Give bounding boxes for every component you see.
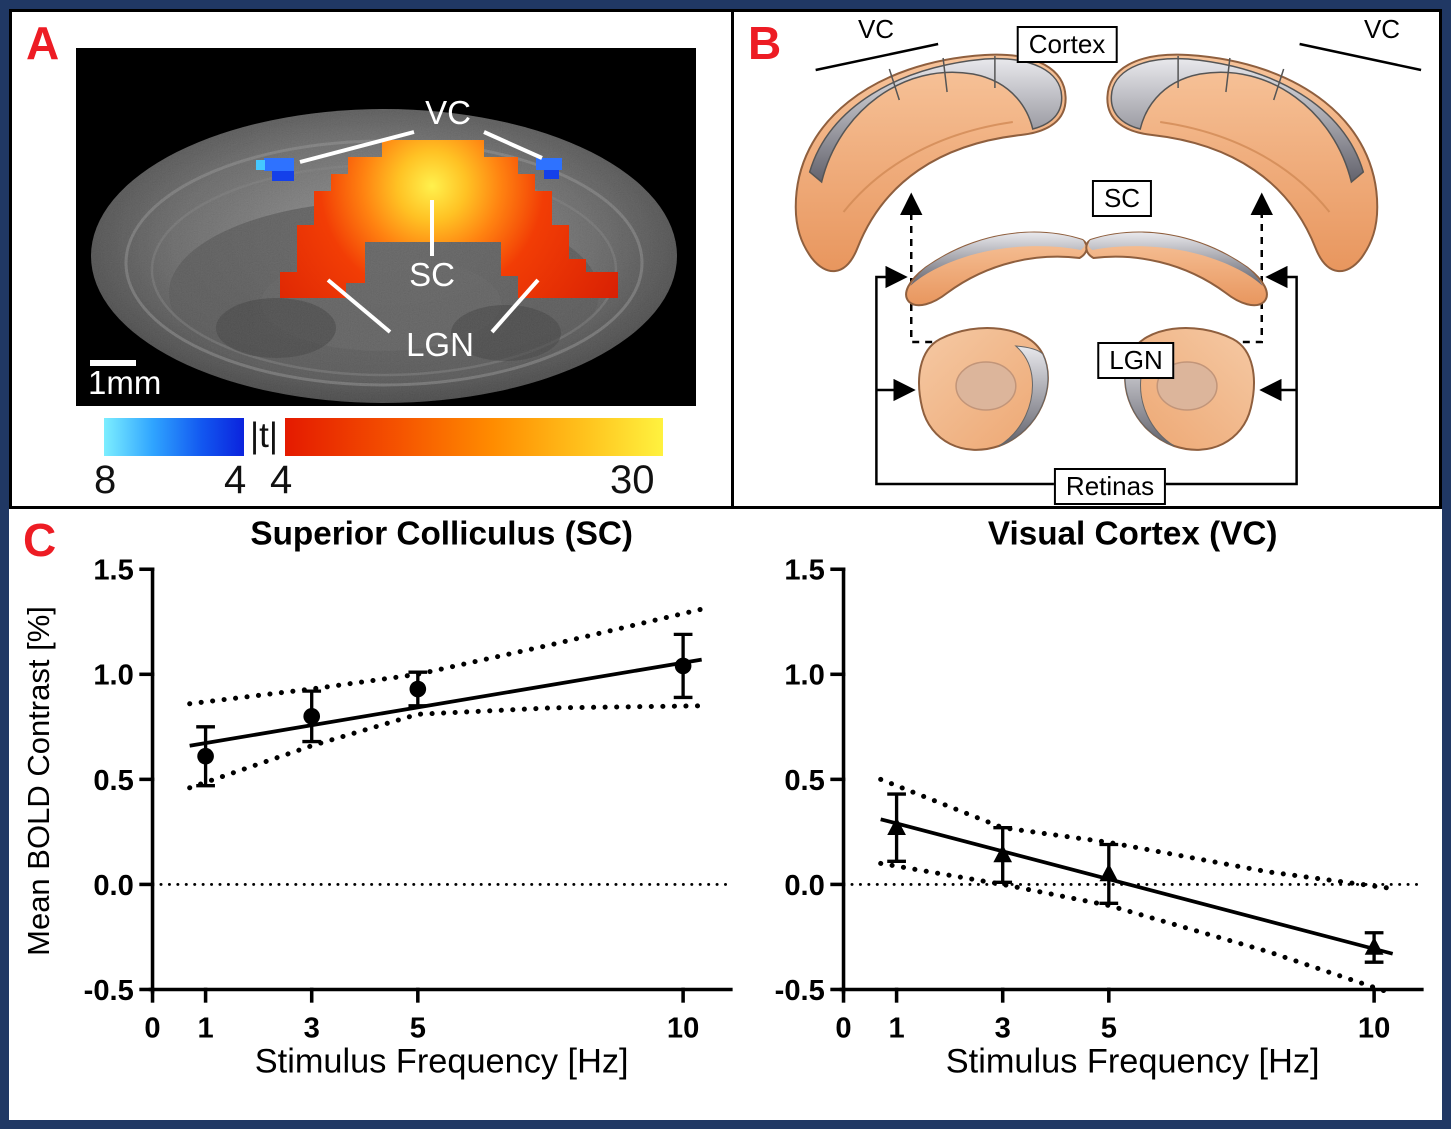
ci-lower-curve xyxy=(187,703,705,791)
y-tick-label: 0.5 xyxy=(784,765,824,797)
cortex-inner-curve xyxy=(842,121,1013,213)
x-tick-label: 0 xyxy=(835,1012,851,1044)
data-point xyxy=(886,817,906,835)
top-row: A xyxy=(9,9,1442,509)
positive-colorbar-max: 30 xyxy=(610,458,655,502)
right-hemisphere-shapes xyxy=(1085,53,1379,451)
ci-upper-curve xyxy=(877,776,1395,892)
lgn-core xyxy=(955,361,1017,411)
cortex-box-label: Cortex xyxy=(1016,26,1118,63)
x-tick-label: 5 xyxy=(410,1012,426,1044)
panel-a: A xyxy=(12,12,734,506)
data-point xyxy=(1098,863,1118,882)
x-tick-label: 0 xyxy=(144,1012,160,1044)
x-tick-label: 5 xyxy=(1100,1012,1116,1044)
vc-left-overline xyxy=(815,42,939,72)
scale-bar xyxy=(90,360,136,366)
positive-t-colorbar xyxy=(285,418,663,456)
negative-colorbar-max: 4 xyxy=(224,458,247,502)
panel-a-letter: A xyxy=(26,17,60,69)
negative-t-colorbar xyxy=(104,418,244,456)
negative-colorbar-min: 8 xyxy=(94,458,117,502)
retina-to-sc-right-arrow xyxy=(1152,265,1298,486)
brain-texture xyxy=(91,109,677,403)
left-hemisphere-shapes xyxy=(794,53,1088,451)
x-tick-label: 3 xyxy=(994,1012,1010,1044)
x-axis-title: Stimulus Frequency [Hz] xyxy=(945,1043,1319,1081)
sc-annotation: SC xyxy=(409,256,455,293)
lgn-left-pointer-line xyxy=(326,278,392,334)
activation-positive-blob xyxy=(280,140,618,298)
x-tick-label: 1 xyxy=(888,1012,904,1044)
y-tick-label: 0.5 xyxy=(93,765,133,797)
x-tick-label: 10 xyxy=(1357,1012,1389,1044)
panel-c-letter: C xyxy=(23,514,57,566)
x-axis-title: Stimulus Frequency [Hz] xyxy=(255,1043,629,1081)
vc-right-pointer-line xyxy=(483,130,543,160)
lgn-box-label: LGN xyxy=(1097,342,1175,379)
scale-bar-label: 1mm xyxy=(88,364,161,401)
y-tick-label: 1.0 xyxy=(784,660,824,692)
chart-title: Superior Colliculus (SC) xyxy=(250,515,633,552)
data-point xyxy=(303,708,321,725)
y-tick-label: 1.0 xyxy=(93,660,133,692)
figure-body: A xyxy=(9,9,1442,1120)
vc-annotation: VC xyxy=(425,94,471,131)
data-point xyxy=(674,657,692,675)
x-tick-label: 1 xyxy=(197,1012,213,1044)
chart-title: Visual Cortex (VC) xyxy=(987,515,1277,552)
vc-right-overline xyxy=(1299,42,1422,72)
lgn-right-pointer-line xyxy=(490,278,540,334)
mri-scan-image: VC SC LGN 1mm xyxy=(76,48,696,406)
retina-to-sc-left-arrow xyxy=(875,265,1065,486)
visual-pathway-diagram xyxy=(794,42,1422,486)
y-tick-label: 0.0 xyxy=(784,870,824,902)
data-point xyxy=(409,680,427,698)
ci-upper-curve xyxy=(187,606,705,707)
vc-left-pointer-line xyxy=(299,130,415,164)
sc-box-label: SC xyxy=(1091,180,1153,217)
regression-line xyxy=(879,817,1393,956)
panel-c: C Mean BOLD Contrast [%] Superior Collic… xyxy=(9,509,1442,1120)
y-tick-label: 1.5 xyxy=(784,555,824,587)
retinas-box-label: Retinas xyxy=(1053,468,1167,505)
vc-right-label: VC xyxy=(1363,14,1401,44)
vc-chart: Visual Cortex (VC) -0.5 0.0 0.5 1.0 1.5 0 1 3 5 10… xyxy=(774,515,1424,1081)
vc-overlines xyxy=(815,42,1422,72)
cortex-segment-ticks xyxy=(888,56,996,101)
panel-b: B xyxy=(734,12,1439,506)
positive-colorbar-min: 4 xyxy=(270,458,293,502)
data-point xyxy=(1364,937,1383,955)
ci-lower-curve xyxy=(877,860,1395,997)
sc-chart: Superior Colliculus (SC) -0.5 0.0 0.5 1.0 1.5… xyxy=(84,515,733,1081)
charts-row: Superior Colliculus (SC) -0.5 0.0 0.5 1.0 1.5… xyxy=(61,511,1438,1093)
x-tick-label: 3 xyxy=(304,1012,320,1044)
y-tick-label: 0.0 xyxy=(93,870,133,902)
y-tick-label: -0.5 xyxy=(774,975,824,1007)
data-point xyxy=(992,844,1012,863)
y-tick-label: 1.5 xyxy=(93,555,133,587)
cortex-gray-band xyxy=(808,57,1063,184)
t-statistic-label: |t| xyxy=(250,416,278,455)
sc-gray-edge xyxy=(910,232,1085,286)
activation-negative-voxels xyxy=(256,158,562,181)
data-point xyxy=(197,747,214,765)
annotation-lines xyxy=(299,130,543,334)
x-tick-label: 10 xyxy=(667,1012,699,1044)
y-tick-label: -0.5 xyxy=(84,975,134,1007)
lgn-gray-crescent xyxy=(998,345,1049,447)
panel-b-letter: B xyxy=(748,17,782,69)
y-axis-title: Mean BOLD Contrast [%] xyxy=(21,606,56,956)
regression-line xyxy=(189,657,702,748)
lgn-annotation: LGN xyxy=(406,326,474,363)
vc-left-label: VC xyxy=(857,14,895,44)
